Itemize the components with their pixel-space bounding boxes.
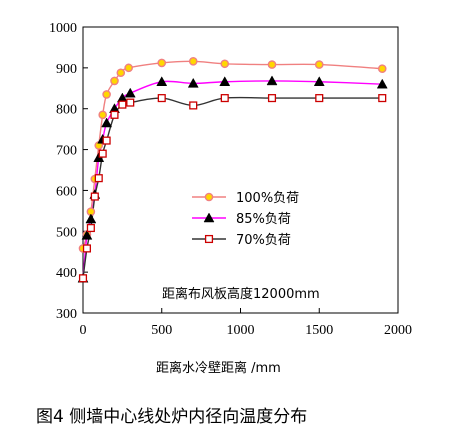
data-point-series-1	[188, 57, 198, 66]
legend-marker-3	[204, 234, 214, 244]
series-line-2	[82, 80, 383, 279]
data-point-series-3	[157, 94, 166, 103]
data-point-series-1	[110, 76, 119, 86]
legend-label-1: 100%负荷	[236, 191, 299, 206]
series-line-1	[82, 60, 383, 249]
legend-label-3: 70%负荷	[236, 233, 291, 248]
figure-caption: 图4 侧墙中心线处炉内径向温度分布	[36, 407, 308, 427]
series-line-3	[82, 96, 383, 279]
y-tick-label: 800	[56, 103, 77, 118]
data-point-series-1	[157, 58, 167, 68]
data-point-series-1	[124, 63, 133, 73]
data-point-series-3	[118, 100, 127, 109]
x-axis-label: 距离水冷壁距离 /mm	[156, 360, 281, 376]
data-point-series-3	[86, 223, 95, 233]
legend-marker-2	[203, 212, 215, 223]
data-point-series-1	[314, 60, 324, 69]
y-tick-label: 300	[56, 307, 77, 322]
y-tick-label: 500	[56, 225, 77, 240]
data-point-series-3	[220, 94, 229, 103]
legend-marker-1	[204, 192, 214, 202]
x-tick-label: 1500	[305, 323, 333, 338]
data-point-series-1	[220, 59, 230, 69]
x-tick-label: 500	[151, 323, 172, 338]
data-point-series-2	[187, 77, 199, 88]
temperature-chart: 300 400 500 600 700 800 900 1000 0 500 1000 1500 200…	[49, 21, 412, 376]
x-tick-label: 1000	[227, 323, 255, 338]
data-point-series-2	[101, 117, 113, 128]
data-point-series-2	[376, 78, 388, 89]
data-point-series-2	[85, 213, 97, 224]
x-tick-label: 2000	[384, 323, 412, 338]
chart-legend: 100%负荷 85%负荷 70%负荷	[192, 191, 299, 248]
data-point-series-2	[156, 76, 168, 86]
data-point-series-1	[98, 110, 107, 120]
data-point-series-2	[313, 76, 325, 86]
series-markers	[77, 57, 388, 283]
data-point-series-2	[219, 76, 231, 86]
data-point-series-3	[102, 136, 111, 145]
y-tick-label: 700	[56, 144, 77, 159]
legend-label-2: 85%负荷	[236, 212, 291, 227]
data-point-series-3	[378, 94, 387, 103]
data-point-series-3	[110, 110, 119, 119]
y-tick-label: 900	[56, 62, 77, 77]
y-tick-label: 400	[56, 266, 77, 281]
data-point-series-1	[267, 60, 277, 69]
data-point-series-1	[102, 90, 111, 99]
x-tick-label: 0	[80, 323, 87, 338]
data-point-series-1	[116, 68, 126, 78]
data-point-series-2	[266, 75, 278, 86]
y-tick-label: 1000	[49, 21, 77, 36]
data-point-series-3	[98, 149, 107, 158]
data-point-series-3	[315, 94, 324, 103]
y-tick-label: 600	[56, 184, 77, 199]
chart-axes: 300 400 500 600 700 800 900 1000 0 500 1000 1500 200…	[49, 21, 412, 338]
data-point-series-3	[267, 94, 277, 103]
data-point-series-2	[81, 229, 93, 240]
data-point-series-1	[377, 64, 387, 73]
chart-annotation: 距离布风板高度12000mm	[162, 286, 320, 302]
data-point-series-3	[90, 192, 99, 201]
data-point-series-3	[189, 101, 198, 110]
data-point-series-3	[78, 274, 88, 283]
data-point-series-3	[126, 98, 135, 107]
data-point-series-2	[124, 87, 136, 98]
data-point-series-3	[82, 244, 91, 253]
data-point-series-3	[94, 174, 103, 183]
